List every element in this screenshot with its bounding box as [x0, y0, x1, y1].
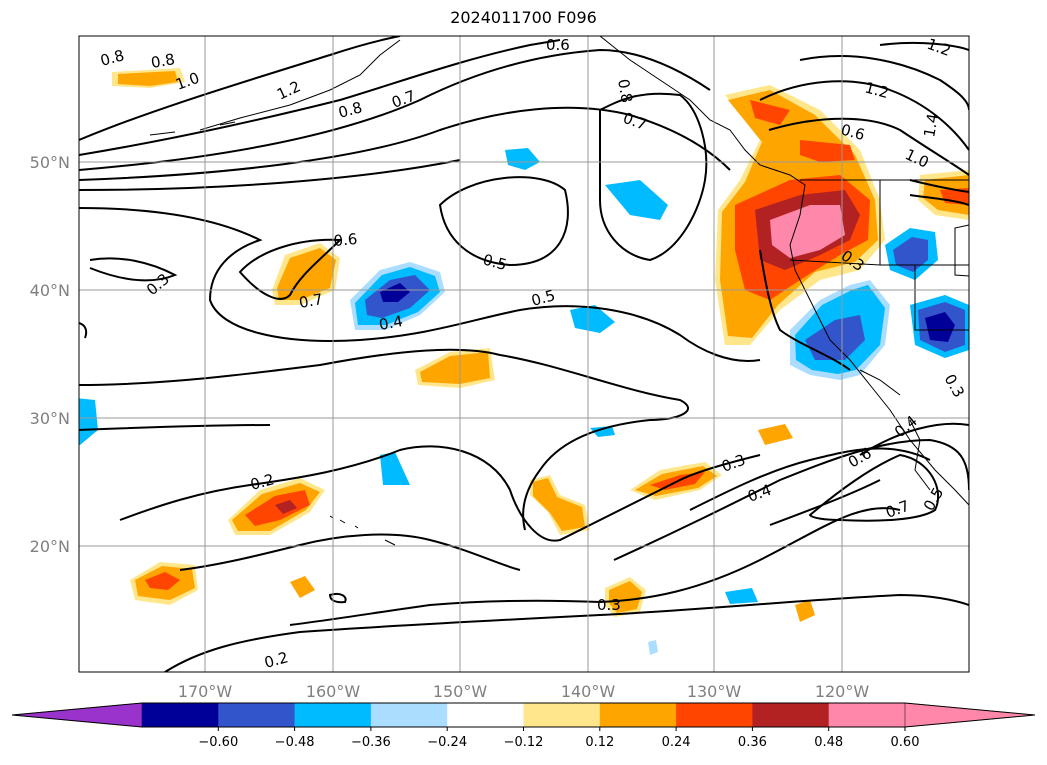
lat-label: 50°N	[30, 153, 70, 172]
colorbar-segment	[370, 703, 448, 727]
lon-label: 160°W	[306, 682, 361, 701]
colorbar-tick-label: 0.48	[814, 735, 843, 750]
lon-label: 150°W	[433, 682, 488, 701]
colorbar-segment	[218, 703, 296, 727]
colorbar: −0.60 −0.48 −0.36 −0.24 −0.12 0.12 0.24 0.36 0.4…	[11, 702, 1036, 750]
contour-label: 0.5	[529, 286, 557, 310]
lat-label: 40°N	[30, 281, 70, 300]
colorbar-tick-label: 0.36	[738, 735, 767, 750]
lat-label: 20°N	[30, 537, 70, 556]
lat-label: 30°N	[30, 409, 70, 428]
contour-label: 0.8	[98, 46, 126, 70]
contour-label: 0.8	[614, 78, 636, 105]
map-title: 2024011700 F096	[450, 8, 597, 27]
shaded-anomalies	[79, 68, 969, 655]
colorbar-segment	[142, 703, 219, 727]
latitude-labels: 50°N 40°N 30°N 20°N	[30, 153, 70, 556]
contour-label: 1.2	[925, 35, 954, 60]
contour-label: 0.6	[839, 120, 867, 144]
colorbar-extend-low	[11, 702, 143, 728]
colorbar-tick-label: 0.60	[891, 735, 920, 750]
contour-label: 0.8	[336, 98, 364, 122]
map-frame	[78, 35, 970, 673]
colorbar-tick-label: −0.12	[504, 735, 544, 750]
colorbar-segment	[447, 703, 524, 727]
colorbar-segment	[523, 703, 601, 727]
contour-label: 1.4	[920, 112, 942, 139]
colorbar-tick-label: 0.12	[585, 735, 614, 750]
contour-label: 0.3	[597, 596, 621, 614]
lon-label: 120°W	[815, 682, 870, 701]
colorbar-segment	[828, 703, 906, 727]
lon-label: 140°W	[561, 682, 616, 701]
colorbar-extend-high	[904, 702, 1036, 728]
colorbar-tick-label: −0.60	[198, 735, 238, 750]
colorbar-outline	[11, 702, 1036, 728]
contour-label: 0.2	[248, 470, 276, 494]
colorbar-tick-label: −0.36	[351, 735, 391, 750]
colorbar-segment	[752, 703, 830, 727]
colorbar-segment	[676, 703, 753, 727]
colorbar-tick-label: −0.48	[275, 735, 315, 750]
contour-label: 0.6	[333, 230, 358, 250]
contour-label: 0.6	[546, 36, 570, 54]
contour-label: 0.2	[262, 648, 290, 672]
contour-label: 0.4	[378, 312, 405, 334]
contour-label: 0.5	[481, 250, 509, 274]
contour-label: 0.8	[150, 50, 177, 72]
longitude-labels: 170°W 160°W 150°W 140°W 130°W 120°W	[178, 682, 870, 701]
contour-label: 0.7	[298, 290, 325, 312]
colorbar-segment	[294, 703, 372, 727]
colorbar-segment	[599, 703, 677, 727]
contour-label: 1.2	[863, 78, 891, 102]
colorbar-tick-label: 0.24	[662, 735, 691, 750]
lon-label: 170°W	[178, 682, 233, 701]
colorbar-tick-label: −0.24	[427, 735, 467, 750]
contour-lines	[79, 36, 969, 672]
graticule	[79, 36, 969, 672]
lon-label: 130°W	[687, 682, 742, 701]
